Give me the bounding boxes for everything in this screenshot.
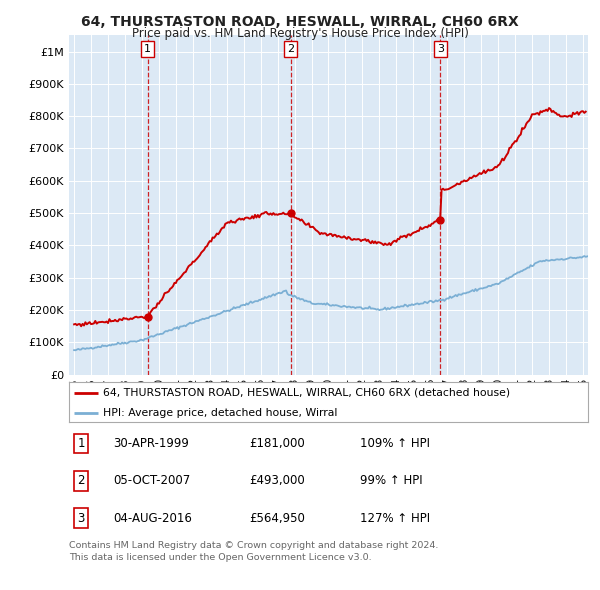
Text: £564,950: £564,950 [249,512,305,525]
Text: 99% ↑ HPI: 99% ↑ HPI [360,474,422,487]
Text: Price paid vs. HM Land Registry's House Price Index (HPI): Price paid vs. HM Land Registry's House … [131,27,469,40]
Text: 3: 3 [77,512,85,525]
Text: 64, THURSTASTON ROAD, HESWALL, WIRRAL, CH60 6RX (detached house): 64, THURSTASTON ROAD, HESWALL, WIRRAL, C… [103,388,510,398]
Text: £493,000: £493,000 [249,474,305,487]
Text: 1: 1 [77,437,85,450]
Text: 127% ↑ HPI: 127% ↑ HPI [360,512,430,525]
Text: 05-OCT-2007: 05-OCT-2007 [113,474,190,487]
Text: £181,000: £181,000 [249,437,305,450]
Text: 1: 1 [144,44,151,54]
Text: 04-AUG-2016: 04-AUG-2016 [113,512,191,525]
Text: 3: 3 [437,44,444,54]
Text: 64, THURSTASTON ROAD, HESWALL, WIRRAL, CH60 6RX: 64, THURSTASTON ROAD, HESWALL, WIRRAL, C… [81,15,519,30]
Text: 30-APR-1999: 30-APR-1999 [113,437,188,450]
Text: 109% ↑ HPI: 109% ↑ HPI [360,437,430,450]
Text: HPI: Average price, detached house, Wirral: HPI: Average price, detached house, Wirr… [103,408,337,418]
Text: This data is licensed under the Open Government Licence v3.0.: This data is licensed under the Open Gov… [69,553,371,562]
Text: 2: 2 [287,44,294,54]
Text: Contains HM Land Registry data © Crown copyright and database right 2024.: Contains HM Land Registry data © Crown c… [69,541,439,550]
Text: 2: 2 [77,474,85,487]
